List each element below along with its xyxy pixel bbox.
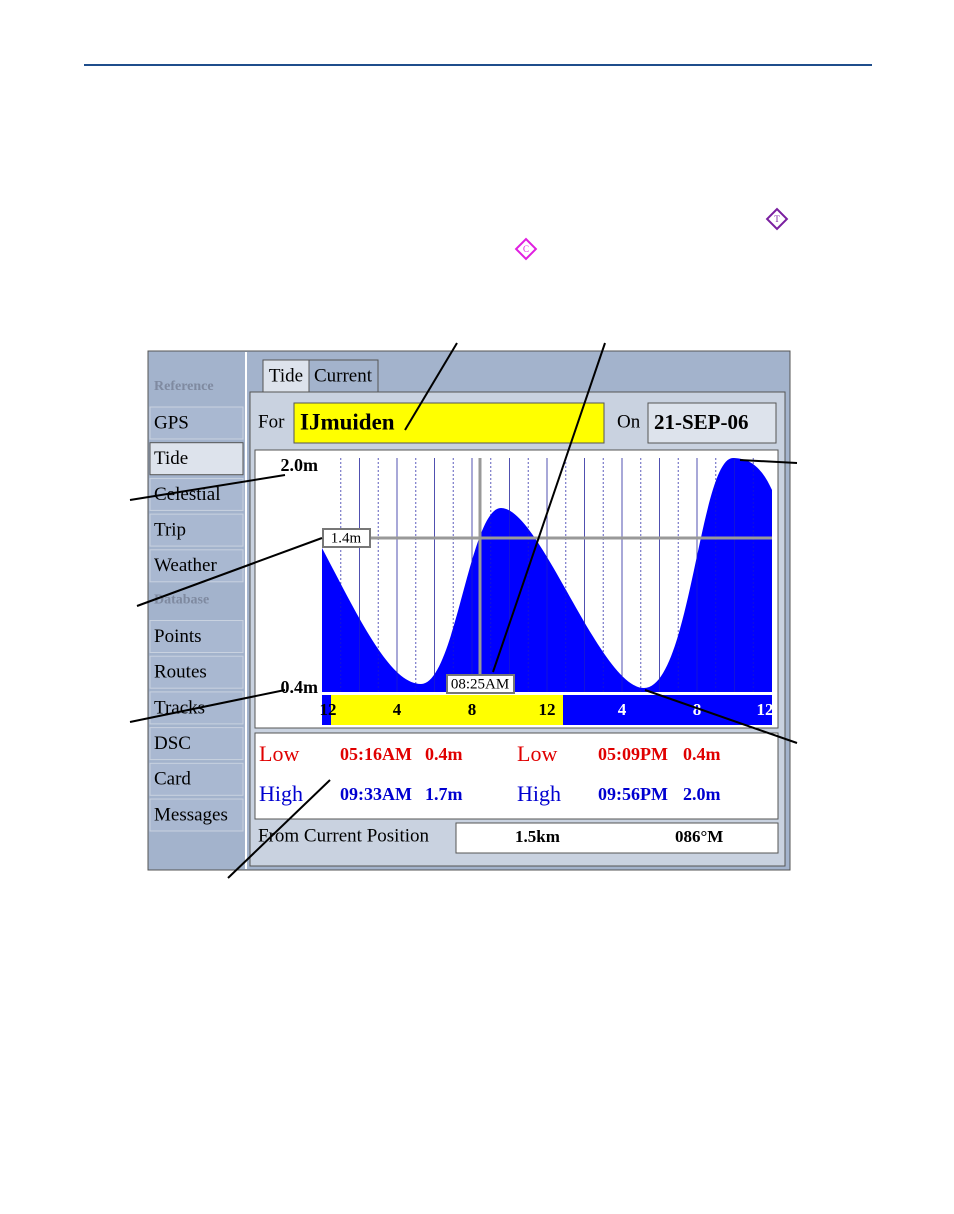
menu-label[interactable]: Tracks	[154, 697, 205, 718]
menu-label[interactable]: Tide	[154, 448, 188, 469]
tide-type: Low	[259, 741, 299, 766]
date-value: 21-SEP-06	[654, 410, 749, 434]
night-band	[563, 695, 772, 725]
day-band	[322, 695, 563, 725]
y-label: 2.0m	[281, 455, 319, 475]
position-field	[455, 822, 779, 854]
tide-type: High	[259, 781, 303, 806]
tab-label[interactable]: Current	[314, 365, 373, 386]
menu-item[interactable]	[149, 442, 244, 476]
menu-label[interactable]: DSC	[154, 733, 191, 754]
tide-height: 0.4m	[683, 744, 721, 764]
menu-item[interactable]	[149, 655, 244, 689]
tide-icon: T	[765, 207, 789, 231]
tide-time: 09:33AM	[340, 784, 412, 804]
time-label: 12	[320, 700, 337, 719]
menu-label[interactable]: GPS	[154, 412, 189, 433]
tide-time: 05:16AM	[340, 744, 412, 764]
menu-label[interactable]: Points	[154, 626, 202, 647]
menu-item[interactable]	[149, 620, 244, 653]
menu-header: Reference	[154, 379, 214, 394]
menu-item[interactable]	[149, 727, 244, 761]
tide-height: 2.0m	[683, 784, 721, 804]
menu-label[interactable]: Weather	[154, 555, 217, 576]
time-label: 4	[618, 700, 627, 719]
cursor-time: 08:25AM	[451, 676, 509, 692]
menu-label[interactable]: Card	[154, 769, 191, 790]
for-label: For	[258, 411, 285, 432]
tide-time: 09:56PM	[598, 784, 668, 804]
menu-item[interactable]	[149, 762, 244, 796]
night-band	[322, 695, 331, 725]
time-label: 8	[693, 700, 702, 719]
time-label: 12	[757, 700, 774, 719]
on-label: On	[617, 411, 641, 432]
cursor-height: 1.4m	[331, 530, 362, 546]
tab-label[interactable]: Tide	[269, 365, 303, 386]
location-value: IJmuiden	[300, 409, 395, 434]
sidebar: ReferenceGPSTideCelestialTripWeatherData…	[149, 379, 244, 832]
icon-letter: C	[523, 244, 529, 254]
tide-table	[254, 732, 779, 820]
cursor-time-box	[446, 674, 515, 694]
y-label: 0.4m	[281, 677, 319, 697]
icon-letter: T	[774, 214, 780, 224]
time-label: 8	[468, 700, 477, 719]
menu-label[interactable]: Trip	[154, 519, 186, 540]
tide-time: 05:09PM	[598, 744, 668, 764]
tab[interactable]	[262, 359, 310, 393]
menu-label[interactable]: Messages	[154, 804, 228, 825]
bearing: 086°M	[675, 827, 723, 846]
grid-overlay	[340, 458, 754, 692]
menu-label[interactable]: Routes	[154, 662, 207, 683]
tab[interactable]	[308, 359, 379, 393]
tide-type: High	[517, 781, 561, 806]
time-label: 12	[539, 700, 556, 719]
menu-item[interactable]	[149, 513, 244, 547]
cursor-height-box	[322, 528, 371, 548]
menu-header: Database	[154, 593, 209, 608]
time-label: 4	[393, 700, 402, 719]
tide-rows: Low 05:16AM 0.4m Low 05:09PM 0.4m High 09:33AM 1…	[259, 741, 721, 806]
position-label: From Current Position	[258, 825, 430, 846]
tide-height: 0.4m	[425, 744, 463, 764]
distance: 1.5km	[515, 827, 560, 846]
tide-height: 1.7m	[425, 784, 463, 804]
tide-type: Low	[517, 741, 557, 766]
menu-item[interactable]	[149, 798, 244, 832]
current-icon: C	[514, 237, 538, 261]
callouts	[129, 342, 798, 879]
location-field[interactable]	[293, 402, 605, 444]
menu-item[interactable]	[149, 406, 244, 440]
menu-item[interactable]	[149, 549, 244, 583]
time-axis: 12 4 8 12 4 8 12	[320, 700, 774, 719]
date-field[interactable]	[647, 402, 777, 444]
